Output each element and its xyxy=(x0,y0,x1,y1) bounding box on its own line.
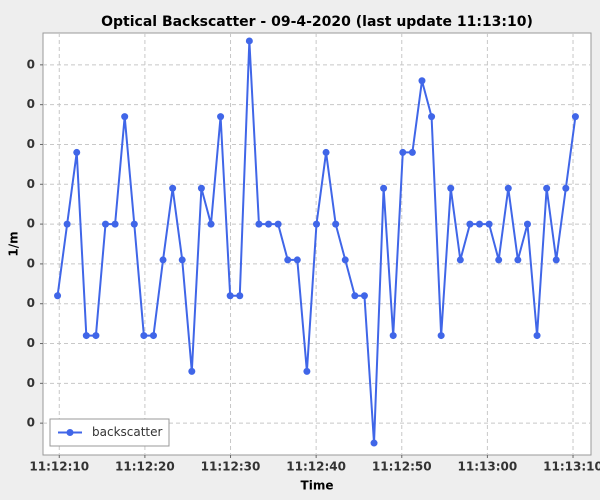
data-point xyxy=(543,184,551,192)
data-point xyxy=(265,220,273,228)
data-point xyxy=(571,113,579,121)
data-point xyxy=(207,220,215,228)
x-tick-label: 11:12:20 xyxy=(115,460,175,474)
data-point xyxy=(523,220,531,228)
data-point xyxy=(485,220,493,228)
data-point xyxy=(456,256,464,264)
y-tick-label: 0 xyxy=(27,217,35,231)
data-point xyxy=(303,367,311,375)
data-point xyxy=(418,77,426,85)
data-point xyxy=(447,184,455,192)
x-tick-label: 11:13:10 xyxy=(543,460,600,474)
y-tick-label: 0 xyxy=(27,296,35,310)
data-point xyxy=(293,256,301,264)
data-point xyxy=(341,256,349,264)
data-point xyxy=(92,332,100,340)
data-point xyxy=(533,332,541,340)
data-point xyxy=(255,220,263,228)
y-tick-label: 0 xyxy=(27,376,35,390)
data-point xyxy=(121,113,129,121)
y-tick-label: 0 xyxy=(27,416,35,430)
data-point xyxy=(495,256,503,264)
legend-swatch-marker xyxy=(66,429,74,436)
data-point xyxy=(169,184,177,192)
y-tick-label: 0 xyxy=(27,336,35,350)
data-point xyxy=(562,184,570,192)
data-point xyxy=(159,256,167,264)
plot-area xyxy=(42,32,592,456)
chart-title: Optical Backscatter - 09-4-2020 (last up… xyxy=(101,14,533,30)
x-tick-label: 11:12:40 xyxy=(286,460,346,474)
data-point xyxy=(351,292,359,300)
data-point xyxy=(399,148,407,156)
data-point xyxy=(73,148,81,156)
data-point xyxy=(140,332,148,340)
data-point xyxy=(130,220,138,228)
data-point xyxy=(111,220,119,228)
data-point xyxy=(82,332,90,340)
data-point xyxy=(370,439,378,447)
y-tick-label: 0 xyxy=(27,57,35,71)
data-point xyxy=(63,220,71,228)
data-point xyxy=(514,256,522,264)
data-point xyxy=(102,220,110,228)
x-tick-label: 11:12:10 xyxy=(29,460,89,474)
data-point xyxy=(274,220,282,228)
data-point xyxy=(284,256,292,264)
data-point xyxy=(332,220,340,228)
data-point xyxy=(552,256,560,264)
x-axis-label: Time xyxy=(301,479,334,493)
data-point xyxy=(389,332,397,340)
data-point xyxy=(504,184,512,192)
y-axis-label: 1/m xyxy=(7,231,21,256)
y-tick-label: 0 xyxy=(27,97,35,111)
data-point xyxy=(466,220,474,228)
x-tick-label: 11:12:30 xyxy=(201,460,261,474)
data-point xyxy=(380,184,388,192)
data-point xyxy=(428,113,436,121)
data-point xyxy=(322,148,330,156)
data-point xyxy=(54,292,62,300)
data-point xyxy=(226,292,234,300)
data-point xyxy=(437,332,445,340)
legend-label: backscatter xyxy=(92,425,163,439)
data-point xyxy=(236,292,244,300)
data-point xyxy=(360,292,368,300)
data-point xyxy=(188,367,196,375)
data-point xyxy=(178,256,186,264)
data-point xyxy=(476,220,484,228)
y-tick-label: 0 xyxy=(27,177,35,191)
x-tick-label: 11:12:50 xyxy=(372,460,432,474)
y-tick-label: 0 xyxy=(27,137,35,151)
data-point xyxy=(197,184,205,192)
data-point xyxy=(149,332,157,340)
data-point xyxy=(217,113,225,121)
y-tick-label: 0 xyxy=(27,256,35,270)
x-tick-label: 11:13:00 xyxy=(458,460,518,474)
data-point xyxy=(312,220,320,228)
data-point xyxy=(245,37,253,45)
data-point xyxy=(408,148,416,156)
